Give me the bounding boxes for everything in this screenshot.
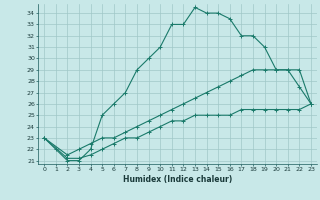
X-axis label: Humidex (Indice chaleur): Humidex (Indice chaleur) xyxy=(123,175,232,184)
